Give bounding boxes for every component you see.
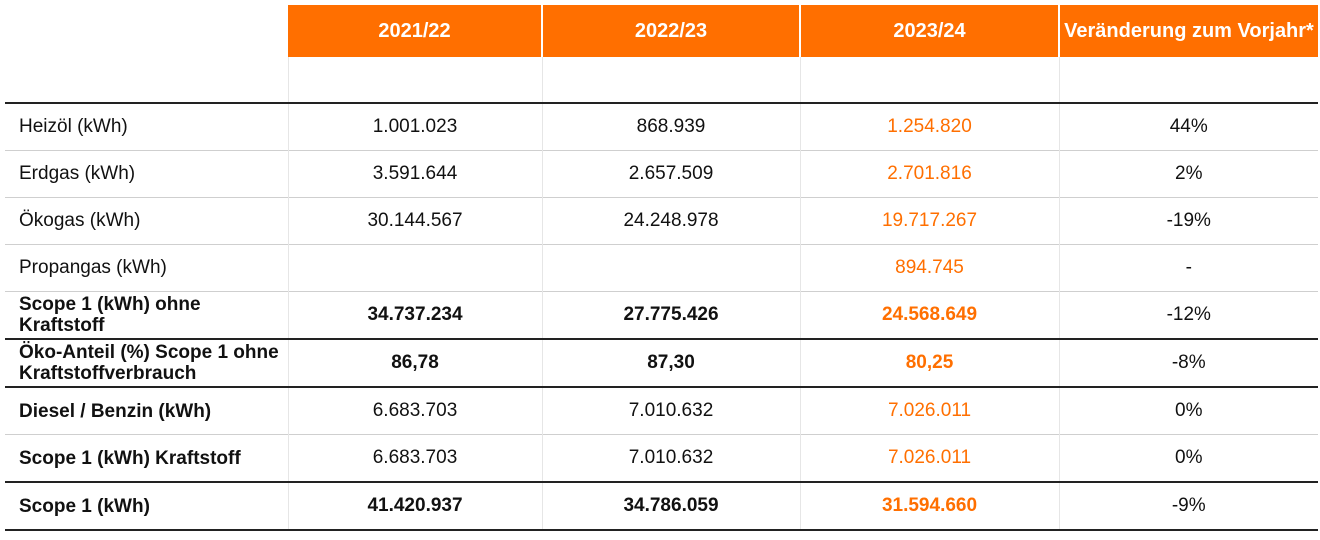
cell-2021-22 <box>287 244 542 292</box>
table-row-heizoel: Heizöl (kWh) 1.001.023 868.939 1.254.820… <box>5 102 1318 151</box>
cell-change: -19% <box>1058 197 1318 245</box>
cell-2022-23: 34.786.059 <box>541 481 800 531</box>
header-2022-23: 2022/23 <box>541 5 800 57</box>
cell-2022-23 <box>541 244 800 292</box>
row-label: Diesel / Benzin (kWh) <box>5 386 288 435</box>
cell-2021-22: 41.420.937 <box>287 481 542 531</box>
table-row-oeko-anteil: Öko-Anteil (%) Scope 1 ohne Kraftstoffve… <box>5 338 1318 387</box>
spacer-cell <box>541 57 800 103</box>
cell-change: 2% <box>1058 150 1318 198</box>
cell-2022-23: 868.939 <box>541 102 800 151</box>
row-label: Propangas (kWh) <box>5 244 288 292</box>
row-label: Ökogas (kWh) <box>5 197 288 245</box>
cell-2021-22: 1.001.023 <box>287 102 542 151</box>
table-row-erdgas: Erdgas (kWh) 3.591.644 2.657.509 2.701.8… <box>5 150 1318 198</box>
cell-2021-22: 6.683.703 <box>287 386 542 435</box>
spacer-cell <box>287 57 542 103</box>
table-row-scope1-kraftstoff: Scope 1 (kWh) Kraftstoff 6.683.703 7.010… <box>5 434 1318 482</box>
row-label: Erdgas (kWh) <box>5 150 288 198</box>
spacer-cell <box>5 57 288 103</box>
spacer-cell <box>799 57 1059 103</box>
cell-change: 0% <box>1058 386 1318 435</box>
row-label: Scope 1 (kWh) Kraftstoff <box>5 434 288 482</box>
table-row-scope1-total: Scope 1 (kWh) 41.420.937 34.786.059 31.5… <box>5 481 1318 531</box>
cell-2022-23: 87,30 <box>541 338 800 387</box>
cell-2021-22: 30.144.567 <box>287 197 542 245</box>
row-label: Heizöl (kWh) <box>5 102 288 151</box>
cell-2023-24: 7.026.011 <box>799 434 1059 482</box>
header-row: 2021/22 2022/23 2023/24 Veränderung zum … <box>5 5 1318 57</box>
cell-2023-24: 2.701.816 <box>799 150 1059 198</box>
spacer-cell <box>1058 57 1318 103</box>
cell-2022-23: 27.775.426 <box>541 291 800 339</box>
cell-2022-23: 7.010.632 <box>541 386 800 435</box>
cell-2023-24: 31.594.660 <box>799 481 1059 531</box>
cell-2023-24: 894.745 <box>799 244 1059 292</box>
table-row-propangas: Propangas (kWh) 894.745 - <box>5 244 1318 292</box>
header-change: Veränderung zum Vorjahr* <box>1058 5 1318 57</box>
cell-2022-23: 2.657.509 <box>541 150 800 198</box>
row-label: Scope 1 (kWh) <box>5 481 288 531</box>
spacer-row <box>5 57 1318 103</box>
cell-change: - <box>1058 244 1318 292</box>
row-label: Scope 1 (kWh) ohne Kraftstoff <box>5 291 288 339</box>
cell-change: 44% <box>1058 102 1318 151</box>
cell-change: -8% <box>1058 338 1318 387</box>
row-label: Öko-Anteil (%) Scope 1 ohne Kraftstoffve… <box>5 338 288 387</box>
table-row-oekogas: Ökogas (kWh) 30.144.567 24.248.978 19.71… <box>5 197 1318 245</box>
cell-2021-22: 34.737.234 <box>287 291 542 339</box>
cell-change: 0% <box>1058 434 1318 482</box>
cell-change: -9% <box>1058 481 1318 531</box>
energy-table: 2021/22 2022/23 2023/24 Veränderung zum … <box>5 5 1318 531</box>
header-empty <box>5 5 288 57</box>
cell-change: -12% <box>1058 291 1318 339</box>
cell-2022-23: 7.010.632 <box>541 434 800 482</box>
cell-2021-22: 86,78 <box>287 338 542 387</box>
table-row-scope1-ohne-kraftstoff: Scope 1 (kWh) ohne Kraftstoff 34.737.234… <box>5 291 1318 339</box>
table-row-diesel-benzin: Diesel / Benzin (kWh) 6.683.703 7.010.63… <box>5 386 1318 435</box>
cell-2023-24: 1.254.820 <box>799 102 1059 151</box>
header-2023-24: 2023/24 <box>799 5 1059 57</box>
cell-2023-24: 19.717.267 <box>799 197 1059 245</box>
cell-2023-24: 7.026.011 <box>799 386 1059 435</box>
cell-2022-23: 24.248.978 <box>541 197 800 245</box>
cell-2023-24: 80,25 <box>799 338 1059 387</box>
cell-2023-24: 24.568.649 <box>799 291 1059 339</box>
cell-2021-22: 3.591.644 <box>287 150 542 198</box>
header-2021-22: 2021/22 <box>288 5 542 57</box>
cell-2021-22: 6.683.703 <box>287 434 542 482</box>
